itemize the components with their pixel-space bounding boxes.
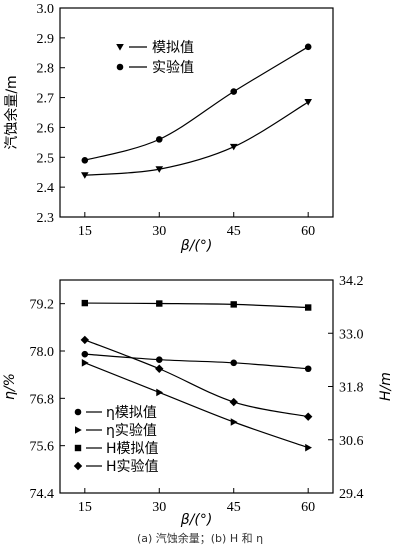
chart-b-series-3-point (230, 301, 237, 308)
chart-a-series-2-point (155, 136, 163, 143)
chart-a-y-tick-label: 2.4 (37, 181, 55, 196)
chart-a-y-tick-label: 2.8 (37, 62, 55, 77)
chart-b-series-2-point (81, 359, 89, 367)
chart-b-x-tick-label: 60 (301, 500, 315, 515)
chart-b-series-3-point (304, 304, 312, 311)
chart-efficiency-head: 15 30 45 60 74.4 75.6 76.8 78.0 79.2 β/(°) 29.4 30.… (2, 274, 394, 528)
chart-b-legend-marker-4 (73, 461, 83, 471)
figure-caption: (a) 汽蚀余量；(b) H 和 η (136, 532, 264, 545)
chart-a-y-tick-label: 2.3 (37, 211, 55, 226)
chart-b-series-2-point (230, 418, 238, 426)
chart-a-legend-label-1: 模拟值 (152, 40, 194, 56)
chart-a-series-line-2 (84, 46, 309, 161)
chart-a-legend-marker-1 (116, 44, 124, 51)
chart-a-series-line-1 (84, 101, 309, 176)
chart-a-legend-label-2: 实验值 (152, 60, 194, 76)
chart-a-x-tick-label: 15 (78, 224, 92, 239)
chart-a-y-tick-label: 2.6 (37, 121, 55, 136)
chart-a-x-axis-label: β/(°) (180, 238, 213, 254)
chart-a-series-1-point (304, 99, 312, 106)
chart-b-legend-marker-2 (75, 426, 82, 434)
chart-b-y-axis-label: η/% (2, 373, 18, 400)
chart-b-y-right-tick-label: 34.2 (339, 274, 364, 289)
chart-b-series-3-point (81, 299, 89, 307)
chart-b-y-right-tick-label: 29.4 (339, 487, 364, 502)
chart-a-series-2-point (81, 156, 89, 164)
chart-a-x-tick-label: 45 (227, 224, 241, 239)
chart-b-x-tick-label: 30 (152, 500, 166, 515)
chart-b-series-4-point (80, 335, 90, 345)
chart-a-series-1-point (155, 166, 164, 173)
chart-a-y-tick-label: 3.0 (37, 2, 55, 17)
chart-b-y-right-tick-label: 33.0 (339, 327, 364, 342)
chart-b-y-tick-label: 75.6 (30, 440, 55, 455)
chart-b-y-right-tick-label: 30.6 (339, 434, 364, 449)
chart-b-legend-label-4: H实验值 (106, 459, 159, 475)
chart-a-x-tick-label: 30 (152, 224, 166, 239)
chart-b-x-tick-label: 45 (227, 500, 241, 515)
chart-b-y-right-axis-label: H/m (378, 372, 394, 401)
chart-b-y-right-tick-label: 31.8 (339, 381, 364, 396)
chart-b-legend-label-3: H模拟值 (106, 441, 159, 457)
chart-a-series-1-point (229, 143, 238, 151)
chart-b-y-tick-label: 74.4 (30, 487, 55, 502)
chart-b-series-1-point (304, 365, 312, 373)
chart-b-series-line-triangle-right (84, 362, 309, 449)
chart-b-x-axis-label: β/(°) (180, 512, 213, 528)
chart-b-legend-marker-1 (74, 408, 82, 416)
chart-b-legend-marker-3 (74, 444, 82, 452)
chart-b-y-tick-label: 78.0 (30, 345, 55, 360)
chart-a-plot-frame (59, 7, 334, 218)
chart-b-series-3-point (156, 300, 163, 307)
chart-a-series-1-point (81, 172, 89, 179)
chart-a-series-2-point (304, 43, 312, 51)
chart-a-y-tick-label: 2.5 (37, 151, 55, 166)
chart-b-series-line-diamond (84, 339, 309, 418)
chart-b-y-tick-label: 76.8 (30, 392, 55, 407)
chart-a-y-tick-label: 2.7 (37, 92, 55, 107)
chart-b-series-1-point (155, 356, 163, 363)
chart-a-legend-marker-2 (116, 63, 124, 71)
chart-a-y-axis-label: 汽蚀余量/m (3, 75, 20, 149)
chart-a-series-2-point (230, 88, 238, 95)
chart-b-series-4-point (303, 412, 313, 421)
chart-b-series-2-point (305, 443, 312, 452)
chart-b-series-line-square (84, 302, 309, 309)
chart-b-legend-label-2: η实验值 (106, 423, 157, 439)
chart-npsh: 15 30 45 60 2.3 2.4 2.5 2.6 2.7 2.8 2.9 3.0 β/(°) 汽蚀余… (3, 2, 334, 254)
chart-b-series-4-point (229, 397, 238, 407)
chart-b-series-line-circle (84, 353, 309, 370)
chart-a-y-tick-label: 2.9 (37, 32, 55, 47)
chart-b-series-1-point (81, 350, 89, 358)
chart-a-x-tick-label: 60 (301, 224, 315, 239)
chart-b-legend-label-1: η模拟值 (106, 405, 157, 421)
chart-b-y-tick-label: 79.2 (30, 298, 55, 313)
chart-b-x-tick-label: 15 (78, 500, 92, 515)
chart-b-series-2-point (156, 388, 164, 397)
chart-b-series-4-point (155, 364, 164, 373)
chart-b-series-1-point (230, 359, 238, 367)
